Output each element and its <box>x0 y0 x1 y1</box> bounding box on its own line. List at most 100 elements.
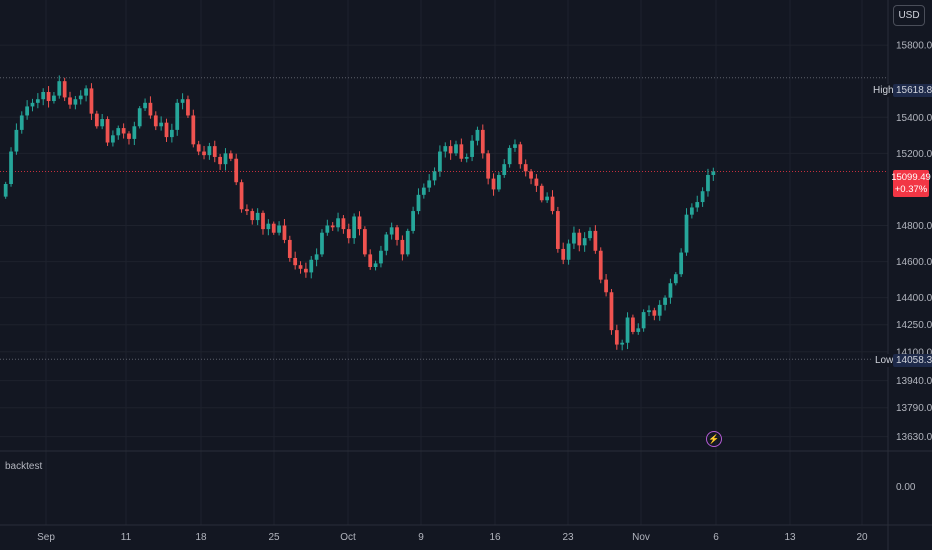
candle-body <box>298 265 303 269</box>
candle-body <box>309 259 314 273</box>
candle-body <box>196 144 201 152</box>
candle-body <box>207 146 212 156</box>
candle-body <box>25 106 30 116</box>
low-label: Low <box>872 354 897 367</box>
candle-body <box>127 133 131 139</box>
candle-body <box>223 153 228 165</box>
y-tick-label: 15200.00 <box>896 149 932 160</box>
candle-body <box>668 283 673 298</box>
candle-body <box>159 122 164 127</box>
candle-body <box>572 232 576 244</box>
candle-body <box>336 218 340 228</box>
candle-body <box>320 232 324 255</box>
lightning-icon[interactable]: ⚡ <box>706 431 722 447</box>
candle-body <box>588 230 592 239</box>
y-tick-label: 14250.00 <box>896 320 932 331</box>
candle-body <box>57 81 62 96</box>
candle-body <box>212 146 217 157</box>
candle-body <box>614 330 619 345</box>
x-tick-label: 23 <box>562 532 574 543</box>
candle-body <box>620 342 625 345</box>
candle-body <box>46 92 51 102</box>
y-tick-label: 13790.00 <box>896 403 932 414</box>
candle-body <box>202 151 206 156</box>
candle-body <box>598 250 603 280</box>
candle-body <box>513 144 517 148</box>
candle-body <box>400 239 405 255</box>
candle-body <box>9 151 13 185</box>
candle-body <box>100 119 105 127</box>
y-tick-label: 14100.00 <box>896 347 932 358</box>
x-tick-label: 16 <box>489 532 501 543</box>
y-tick-label: 13940.00 <box>896 376 932 387</box>
x-tick-label: 20 <box>856 532 868 543</box>
candle-body <box>94 113 99 127</box>
candle-body <box>352 216 357 239</box>
candle-body <box>84 88 88 96</box>
candle-body <box>507 147 512 165</box>
candle-body <box>218 156 222 165</box>
y-tick-label: 14600.00 <box>896 257 932 268</box>
candle-body <box>502 164 507 175</box>
candle-body <box>555 211 560 249</box>
candle-body <box>271 223 276 233</box>
candle-body <box>180 99 185 103</box>
candle-body <box>657 304 662 316</box>
candle-body <box>470 140 474 157</box>
candle-body <box>116 128 121 136</box>
candle-body <box>454 144 458 154</box>
candle-body <box>663 297 667 305</box>
candle-body <box>78 95 83 100</box>
candle-body <box>609 292 614 331</box>
candle-body <box>330 225 335 228</box>
x-tick-label: Nov <box>632 532 650 543</box>
y-tick-label: 15400.00 <box>896 113 932 124</box>
candle-body <box>261 212 265 230</box>
candle-body <box>255 212 260 221</box>
x-tick-label: 11 <box>121 532 132 543</box>
candle-body <box>228 153 233 159</box>
candle-body <box>529 171 533 179</box>
candle-body <box>341 218 346 230</box>
candle-body <box>679 252 684 275</box>
candle-body <box>582 238 587 246</box>
candle-body <box>132 126 137 139</box>
candle-body <box>250 211 255 221</box>
last-price-value: 15099.49 <box>891 171 931 183</box>
candle-body <box>277 225 281 233</box>
reference-lines <box>0 77 888 360</box>
candle-body <box>421 187 426 195</box>
candle-body <box>641 312 646 329</box>
candle-body <box>287 239 292 258</box>
candle-body <box>700 191 705 203</box>
candle-body <box>3 184 8 197</box>
candle-body <box>625 317 630 343</box>
candle-body <box>19 115 24 130</box>
candle-body <box>711 171 716 175</box>
candle-body <box>186 99 190 116</box>
candle-body <box>475 129 480 141</box>
candle-body <box>362 229 367 255</box>
y-axis: 15800.00 15400.00 15200.00 14800.00 14600.00… <box>896 41 932 443</box>
candle-body <box>191 115 196 145</box>
candle-body <box>491 178 496 190</box>
candle-body <box>550 196 555 212</box>
x-tick-label: Oct <box>340 532 356 543</box>
candle-body <box>395 227 399 240</box>
candle-body <box>368 254 373 267</box>
currency-button[interactable]: USD <box>893 5 925 26</box>
candle-body <box>153 115 158 127</box>
candle-body <box>325 225 330 233</box>
candle-body <box>52 95 56 102</box>
candle-body <box>438 151 442 172</box>
candle-body <box>534 178 539 186</box>
y-tick-label: 14400.00 <box>896 293 932 304</box>
candle-body <box>266 223 271 230</box>
candle-body <box>35 99 40 103</box>
candle-body <box>239 182 244 210</box>
candle-body <box>175 102 180 130</box>
y-tick-label: 15800.00 <box>896 41 932 52</box>
candle-body <box>405 230 410 255</box>
